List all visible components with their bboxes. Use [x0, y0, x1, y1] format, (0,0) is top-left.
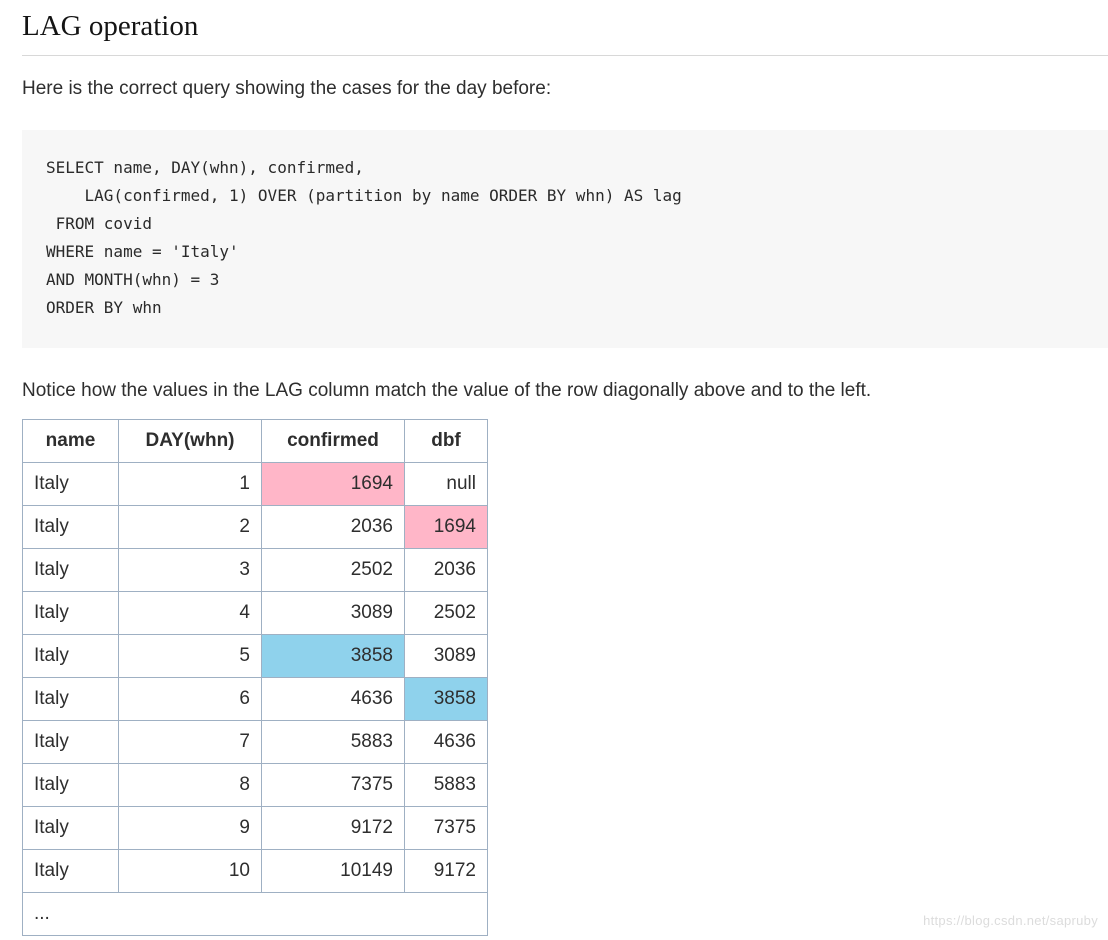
table-row: Italy 5 3858 3089 [22, 634, 488, 679]
cell-day: 10 [118, 849, 262, 894]
cell-name: Italy [22, 548, 119, 593]
cell-day: 8 [118, 763, 262, 808]
cell-dbf: 1694 [404, 505, 488, 550]
cell-name: Italy [22, 634, 119, 679]
cell-confirmed: 5883 [261, 720, 405, 765]
cell-confirmed: 1694 [261, 462, 405, 507]
cell-day: 9 [118, 806, 262, 851]
cell-dbf: 5883 [404, 763, 488, 808]
table-row: Italy 4 3089 2502 [22, 591, 488, 636]
header-name: name [22, 419, 119, 464]
table-row: Italy 6 4636 3858 [22, 677, 488, 722]
intro-paragraph: Here is the correct query showing the ca… [22, 78, 552, 99]
cell-day: 5 [118, 634, 262, 679]
cell-dbf: 7375 [404, 806, 488, 851]
table-row: Italy 1 1694 null [22, 462, 488, 507]
cell-name: Italy [22, 806, 119, 851]
cell-day: 2 [118, 505, 262, 550]
table-row: Italy 3 2502 2036 [22, 548, 488, 593]
sql-code-block: SELECT name, DAY(whn), confirmed, LAG(co… [22, 129, 1108, 348]
cell-dbf: 2502 [404, 591, 488, 636]
cell-day: 7 [118, 720, 262, 765]
watermark: https://blog.csdn.net/sapruby [923, 913, 1098, 928]
cell-name: Italy [22, 591, 119, 636]
notice-paragraph: Notice how the values in the LAG column … [22, 379, 872, 401]
cell-name: Italy [22, 849, 119, 894]
cell-dbf: 4636 [404, 720, 488, 765]
header-dbf: dbf [404, 419, 488, 464]
cell-confirmed: 10149 [261, 849, 405, 894]
cell-confirmed: 3089 [261, 591, 405, 636]
cell-name: Italy [22, 505, 119, 550]
cell-name: Italy [22, 720, 119, 765]
table-row: Italy 2 2036 1694 [22, 505, 488, 550]
table-footer: ... [22, 892, 488, 937]
cell-day: 4 [118, 591, 262, 636]
cell-confirmed: 3858 [261, 634, 405, 679]
ellipsis-cell: ... [22, 892, 488, 937]
cell-dbf: 3858 [404, 677, 488, 722]
table-row: Italy 10 10149 9172 [22, 849, 488, 894]
table-row: Italy 7 5883 4636 [22, 720, 488, 765]
table-header: name DAY(whn) confirmed dbf [22, 419, 488, 464]
cell-dbf: null [404, 462, 488, 507]
header-day-whn: DAY(whn) [118, 419, 262, 464]
cell-day: 1 [118, 462, 262, 507]
cell-name: Italy [22, 763, 119, 808]
covid-table-body: Italy 1 1694 null Italy 2 2036 1694 Italy 3 2502 20… [22, 462, 488, 894]
cell-day: 3 [118, 548, 262, 593]
ellipsis-row: ... [22, 892, 488, 937]
header-row: name DAY(whn) confirmed dbf [22, 419, 488, 464]
page-title: LAG operation [22, 6, 1108, 56]
cell-dbf: 9172 [404, 849, 488, 894]
table-row: Italy 8 7375 5883 [22, 763, 488, 808]
cell-confirmed: 7375 [261, 763, 405, 808]
cell-confirmed: 4636 [261, 677, 405, 722]
cell-name: Italy [22, 677, 119, 722]
cell-day: 6 [118, 677, 262, 722]
cell-name: Italy [22, 462, 119, 507]
cell-confirmed: 2502 [261, 548, 405, 593]
cell-confirmed: 2036 [261, 505, 405, 550]
cell-dbf: 2036 [404, 548, 488, 593]
cell-confirmed: 9172 [261, 806, 405, 851]
table-row: Italy 9 9172 7375 [22, 806, 488, 851]
cell-dbf: 3089 [404, 634, 488, 679]
covid-table: name DAY(whn) confirmed dbf Italy 1 1694 nu… [22, 419, 488, 937]
header-confirmed: confirmed [261, 419, 405, 464]
